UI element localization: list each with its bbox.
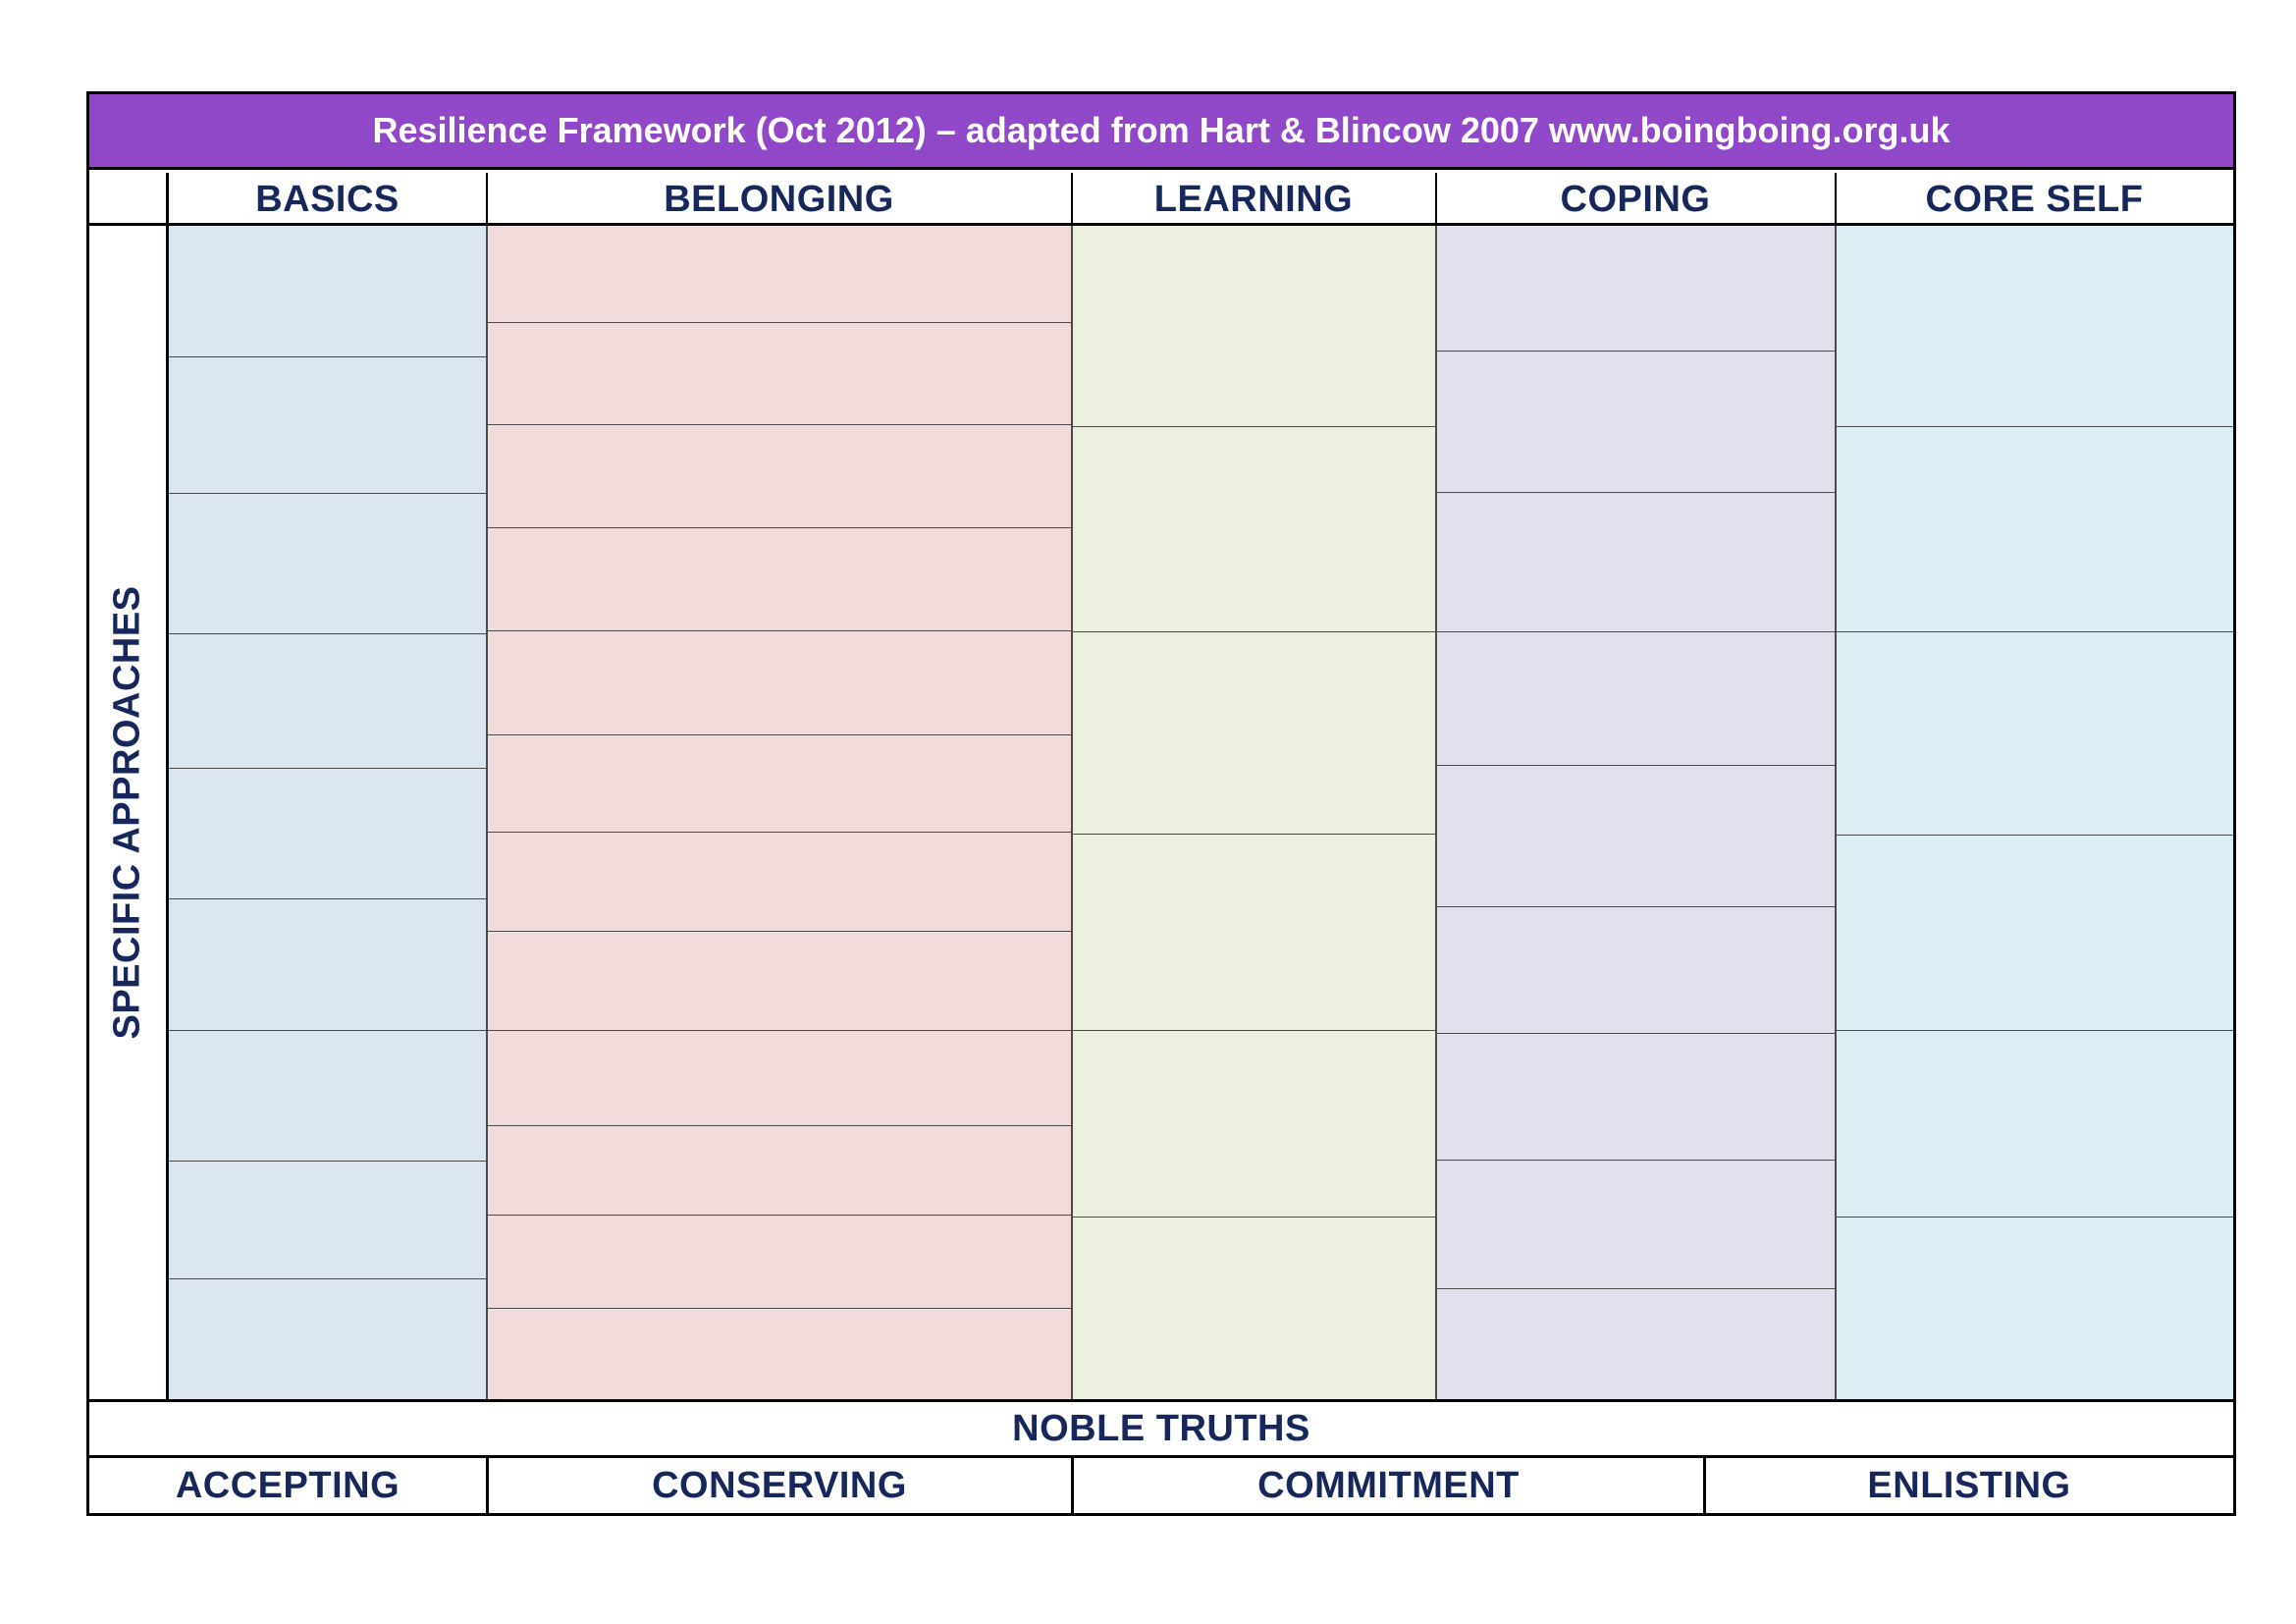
learning-column bbox=[1072, 226, 1435, 1399]
learning-cell bbox=[1072, 427, 1435, 632]
coping-cell bbox=[1436, 1034, 1835, 1161]
noble-truth-accepting: ACCEPTING bbox=[175, 1464, 400, 1506]
basics-cell bbox=[169, 226, 486, 357]
basics-cell bbox=[169, 1279, 486, 1399]
belonging-cell bbox=[487, 833, 1071, 932]
noble-truths-heading: NOBLE TRUTHS bbox=[1012, 1407, 1310, 1449]
coping-cell bbox=[1436, 766, 1835, 907]
basics-cell bbox=[169, 899, 486, 1031]
column-header-basics: BASICS bbox=[255, 178, 400, 220]
column-header-belonging: BELONGING bbox=[664, 178, 894, 220]
column-header-coping: COPING bbox=[1560, 178, 1711, 220]
side-label-specific-approaches: SPECIFIC APPROACHES bbox=[89, 226, 166, 1399]
body-col-divider-1 bbox=[486, 226, 488, 1399]
coping-cell bbox=[1436, 907, 1835, 1034]
belonging-cell bbox=[487, 932, 1071, 1031]
noble-truths-divider bbox=[89, 1455, 2233, 1458]
core-self-cell bbox=[1836, 427, 2233, 632]
basics-cell bbox=[169, 494, 486, 634]
belonging-cell bbox=[487, 226, 1071, 323]
noble-truth-commitment: COMMITMENT bbox=[1257, 1464, 1520, 1506]
basics-cell bbox=[169, 634, 486, 769]
coping-cell bbox=[1436, 352, 1835, 493]
learning-cell bbox=[1072, 226, 1435, 427]
belonging-cell bbox=[487, 1216, 1071, 1309]
belonging-cell bbox=[487, 323, 1071, 425]
coping-cell bbox=[1436, 1161, 1835, 1289]
coping-cell bbox=[1436, 226, 1835, 352]
column-header-learning: LEARNING bbox=[1153, 178, 1354, 220]
body-col-divider-4 bbox=[1835, 226, 1837, 1399]
basics-cell bbox=[169, 1162, 486, 1279]
belonging-right-divider bbox=[1071, 173, 1073, 226]
side-label-text: SPECIFIC APPROACHES bbox=[106, 585, 148, 1040]
footer-divider-2 bbox=[1071, 1458, 1074, 1513]
noble-truth-enlisting: ENLISTING bbox=[1867, 1464, 2071, 1506]
coping-right-divider bbox=[1835, 173, 1837, 226]
belonging-column bbox=[487, 226, 1071, 1399]
header-row-divider bbox=[89, 223, 2233, 226]
footer-divider-3 bbox=[1703, 1458, 1706, 1513]
framework-title: Resilience Framework (Oct 2012) – adapte… bbox=[89, 94, 2233, 170]
coping-cell bbox=[1436, 493, 1835, 632]
belonging-cell bbox=[487, 1031, 1071, 1126]
learning-cell bbox=[1072, 835, 1435, 1031]
belonging-cell bbox=[487, 631, 1071, 735]
belonging-cell bbox=[487, 735, 1071, 833]
coping-cell bbox=[1436, 1289, 1835, 1399]
coping-column bbox=[1436, 226, 1835, 1399]
column-header-core-self: CORE SELF bbox=[1925, 178, 2144, 220]
basics-column bbox=[169, 226, 486, 1399]
basics-right-divider bbox=[486, 173, 488, 226]
core-self-cell bbox=[1836, 226, 2233, 427]
learning-cell bbox=[1072, 1218, 1435, 1399]
footer-divider-1 bbox=[486, 1458, 489, 1513]
noble-truth-conserving: CONSERVING bbox=[652, 1464, 907, 1506]
core-self-cell bbox=[1836, 1218, 2233, 1399]
side-label-divider bbox=[166, 173, 169, 1399]
belonging-cell bbox=[487, 1126, 1071, 1216]
header-corner-cell bbox=[89, 173, 166, 226]
basics-cell bbox=[169, 357, 486, 494]
core-self-cell bbox=[1836, 836, 2233, 1031]
learning-cell bbox=[1072, 632, 1435, 835]
body-col-divider-2 bbox=[1071, 226, 1073, 1399]
core-self-column bbox=[1836, 226, 2233, 1399]
learning-cell bbox=[1072, 1031, 1435, 1218]
coping-cell bbox=[1436, 632, 1835, 766]
core-self-cell bbox=[1836, 1031, 2233, 1218]
basics-cell bbox=[169, 1031, 486, 1162]
body-col-divider-3 bbox=[1435, 226, 1437, 1399]
belonging-cell bbox=[487, 425, 1071, 528]
core-self-cell bbox=[1836, 632, 2233, 836]
resilience-framework-table: Resilience Framework (Oct 2012) – adapte… bbox=[86, 91, 2236, 1516]
belonging-cell bbox=[487, 1309, 1071, 1399]
body-bottom-divider bbox=[89, 1399, 2233, 1402]
belonging-cell bbox=[487, 528, 1071, 631]
basics-cell bbox=[169, 769, 486, 899]
learning-right-divider bbox=[1435, 173, 1437, 226]
